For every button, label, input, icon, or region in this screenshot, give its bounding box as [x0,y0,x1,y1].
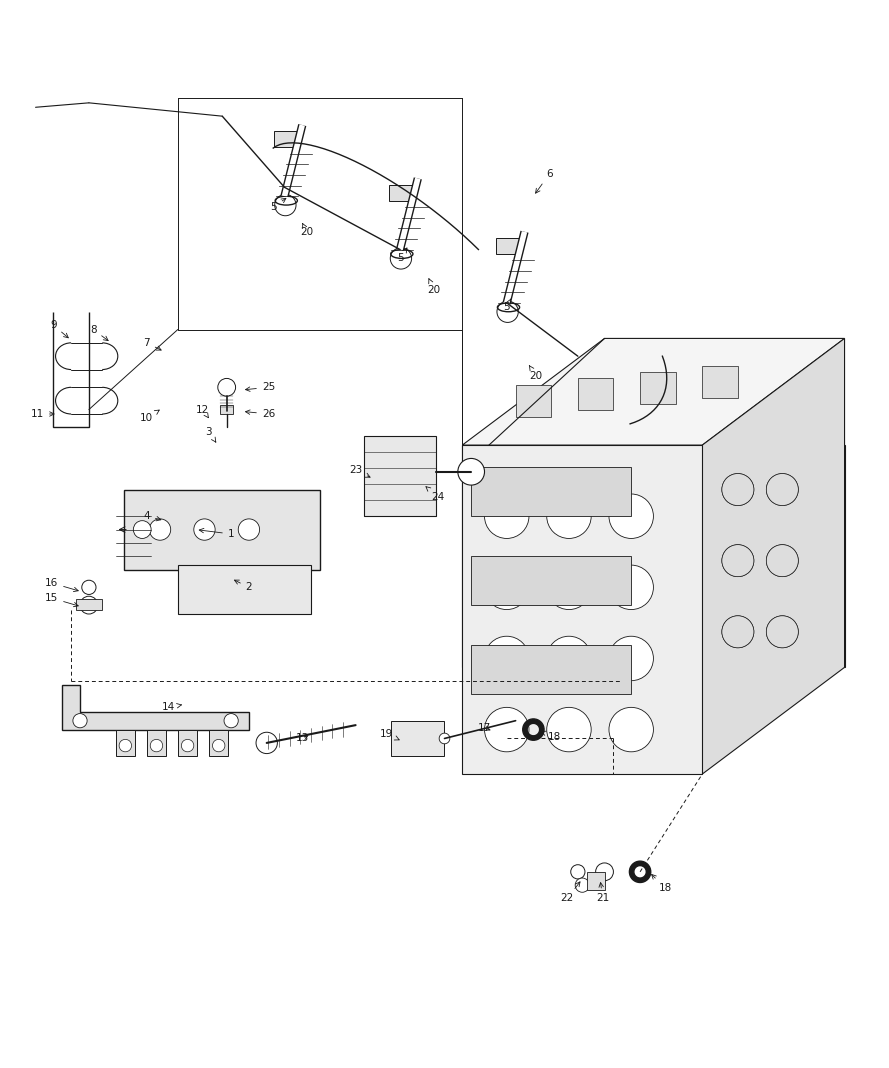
Circle shape [571,865,585,879]
Polygon shape [462,339,845,445]
Text: 12: 12 [196,405,209,418]
Text: 20: 20 [529,365,542,381]
Circle shape [82,580,96,595]
Bar [640,373,676,404]
Circle shape [256,733,277,754]
Polygon shape [462,445,845,668]
Text: 22: 22 [561,882,580,904]
Text: 17: 17 [478,723,491,733]
Text: 20: 20 [300,223,313,237]
Bar [124,489,320,569]
Circle shape [575,878,589,892]
Bar [178,565,311,614]
Text: 18: 18 [652,875,671,893]
Text: 7: 7 [143,337,161,350]
Circle shape [212,739,225,752]
Circle shape [224,713,238,727]
Bar [516,384,551,417]
Text: 4: 4 [143,512,161,521]
Text: 18: 18 [541,732,561,741]
Text: 2: 2 [235,580,252,593]
Polygon shape [702,339,845,774]
Circle shape [181,739,194,752]
Circle shape [485,494,529,538]
Polygon shape [62,686,249,729]
Text: 3: 3 [205,427,216,442]
Text: 15: 15 [45,593,78,607]
Circle shape [150,739,163,752]
Circle shape [609,494,653,538]
Bar [496,238,519,254]
Circle shape [609,637,653,680]
Circle shape [547,565,591,610]
Circle shape [722,616,754,648]
Circle shape [596,863,613,881]
Bar [220,405,233,414]
Circle shape [722,473,754,505]
Circle shape [766,545,798,577]
Circle shape [609,565,653,610]
Circle shape [275,194,296,216]
Bar [76,599,102,610]
Circle shape [485,565,529,610]
Text: 5: 5 [396,248,407,264]
Text: 19: 19 [380,729,399,740]
Bar [391,721,444,756]
Bar [471,645,631,694]
Text: 11: 11 [31,409,54,419]
Bar [471,468,631,516]
Text: 8: 8 [90,325,108,341]
Circle shape [547,707,591,752]
Bar [471,556,631,606]
Bar [147,729,166,756]
Text: 24: 24 [426,487,444,502]
Circle shape [439,733,450,743]
Circle shape [766,473,798,505]
Text: 6: 6 [535,169,553,193]
Bar [116,729,135,756]
Circle shape [547,494,591,538]
Bar [389,185,412,201]
Text: 5: 5 [503,299,511,312]
Circle shape [547,637,591,680]
Bar [578,378,613,410]
Circle shape [609,707,653,752]
Circle shape [80,596,98,614]
Bar [702,366,738,398]
Bar [274,131,297,147]
Circle shape [73,713,87,727]
Text: 5: 5 [270,199,286,211]
Text: 1: 1 [199,529,235,539]
Bar [178,729,197,756]
Circle shape [766,616,798,648]
Circle shape [238,519,260,540]
Bar [209,729,228,756]
Text: 25: 25 [245,382,275,392]
Polygon shape [462,445,702,774]
Text: 20: 20 [428,279,440,295]
Circle shape [485,707,529,752]
Text: 26: 26 [245,409,275,419]
Circle shape [497,301,518,323]
Text: 23: 23 [349,465,370,477]
Text: 10: 10 [140,410,159,423]
Circle shape [485,637,529,680]
Circle shape [194,519,215,540]
Circle shape [458,458,485,485]
Circle shape [390,248,412,269]
Circle shape [722,545,754,577]
Text: 14: 14 [163,703,181,712]
Text: 13: 13 [296,734,308,743]
Bar [587,871,605,890]
Bar [364,436,436,516]
Circle shape [119,739,132,752]
Text: 9: 9 [50,320,68,337]
Text: 21: 21 [597,882,609,904]
Text: 16: 16 [45,578,78,592]
Circle shape [133,521,151,538]
Circle shape [149,519,171,540]
Circle shape [218,378,236,396]
